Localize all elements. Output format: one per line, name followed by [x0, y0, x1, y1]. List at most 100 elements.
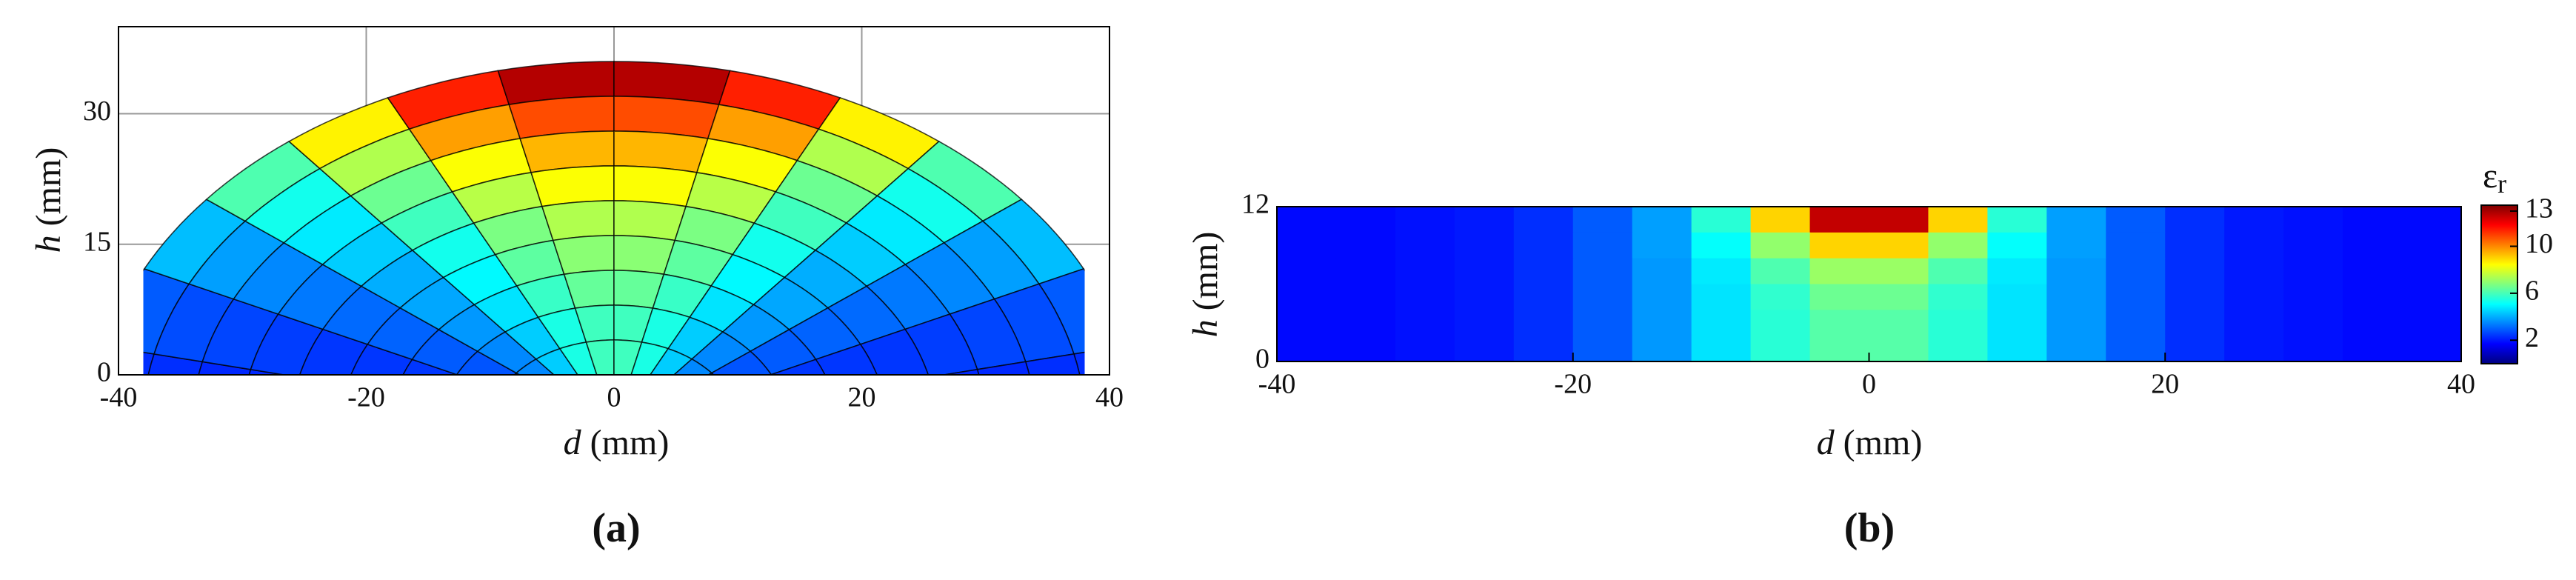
mesh-cell — [613, 339, 643, 375]
heatmap-cell — [1572, 207, 1633, 233]
panel-a: -40 -20 0 20 40 0 15 30 — [83, 26, 1124, 428]
heatmap-cell — [1335, 232, 1396, 259]
heatmap-cell — [1632, 336, 1692, 362]
heatmap-cell — [2106, 336, 2166, 362]
heatmap-cell — [1454, 232, 1515, 259]
y-tick-label: 12 — [1241, 189, 1269, 220]
heatmap-cell — [2165, 284, 2225, 311]
heatmap-cell — [1454, 310, 1515, 336]
x-tick-label: 0 — [1862, 369, 1876, 400]
heatmap-cell — [1750, 336, 1811, 362]
heatmap-cell — [1987, 310, 2048, 336]
heatmap-cell — [1395, 258, 1455, 285]
heatmap-cell — [1513, 310, 1574, 336]
mesh-cell — [881, 377, 937, 427]
mesh-cell — [493, 390, 547, 416]
mesh-cell — [585, 339, 615, 375]
heatmap-cell — [2283, 310, 2343, 336]
heatmap-cell — [1869, 258, 1929, 285]
heatmap-cell — [1513, 336, 1574, 362]
mesh-cell — [735, 401, 788, 428]
heatmap-cell — [1928, 258, 1989, 285]
heatmap-cell — [2343, 336, 2403, 362]
heatmap-cell — [1809, 258, 1870, 285]
heatmap-cell — [1513, 232, 1574, 259]
heatmap-cell — [1454, 207, 1515, 233]
heatmap-cell — [2283, 258, 2343, 285]
heatmap-cell — [2402, 310, 2462, 336]
mesh-cell — [147, 353, 204, 375]
heatmap-cell — [1572, 258, 1633, 285]
heatmap-cell — [2106, 207, 2166, 233]
y-axis-label: h (mm) — [29, 147, 68, 253]
heatmap-cell — [1335, 207, 1396, 233]
heatmap-cell — [1513, 258, 1574, 285]
heatmap-cell — [2224, 336, 2284, 362]
colorbar-tick-label: 6 — [2525, 276, 2539, 307]
heatmap-cell — [1928, 232, 1989, 259]
x-axis-label: d (mm) — [564, 423, 670, 462]
heatmap-cell — [1869, 207, 1929, 233]
heatmap-cell — [1750, 284, 1811, 311]
heatmap-cell — [2046, 207, 2107, 233]
mesh-cell — [770, 359, 826, 375]
heatmap-cell — [1750, 207, 1811, 233]
heatmap-cell — [1691, 310, 1752, 336]
heatmap-cell — [2046, 336, 2107, 362]
heatmap-cell — [1335, 336, 1396, 362]
mesh-cell — [456, 373, 460, 375]
heatmap-cell — [1987, 336, 2048, 362]
heatmap-cell — [1869, 284, 1929, 311]
heatmap-cell — [1572, 232, 1633, 259]
colorbar-tick-label: 13 — [2525, 193, 2553, 224]
heatmap-cell — [1987, 232, 2048, 259]
heatmap-cell — [2165, 336, 2225, 362]
heatmap-cell — [1691, 336, 1752, 362]
heatmap-cell — [2165, 207, 2225, 233]
heatmap-cell — [2106, 232, 2166, 259]
caption: (a) — [592, 505, 640, 551]
heatmap-cell — [2343, 310, 2403, 336]
mesh-cell — [390, 393, 444, 427]
colorbar-tick-label: 2 — [2525, 322, 2539, 353]
heatmap-cell — [1869, 232, 1929, 259]
heatmap-cell — [1277, 207, 1337, 233]
mesh-cell — [613, 200, 687, 241]
heatmap-cell — [2165, 310, 2225, 336]
heatmap-cell — [1632, 232, 1692, 259]
heatmap-cell — [1869, 310, 1929, 336]
heatmap-cell — [2165, 232, 2225, 259]
heatmap-cell — [1513, 207, 1574, 233]
heatmap-cell — [2402, 232, 2462, 259]
heatmap-cell — [1987, 284, 2048, 311]
mesh-cell — [940, 368, 980, 375]
y-tick-label: 0 — [97, 357, 111, 388]
heatmap-cell — [2402, 258, 2462, 285]
heatmap-cell — [1750, 258, 1811, 285]
heatmap-cell — [1513, 284, 1574, 311]
mesh — [143, 61, 1085, 428]
heatmap-cell — [1809, 336, 1870, 362]
heatmap-cell — [1454, 284, 1515, 311]
heatmap-cell — [1809, 284, 1870, 311]
mesh-cell — [489, 408, 541, 427]
heatmap-cell — [2224, 207, 2284, 233]
heatmap-cell — [1750, 310, 1811, 336]
mesh-cell — [1024, 353, 1081, 375]
x-tick-label: 0 — [607, 382, 621, 413]
axes-frame — [1276, 206, 2462, 362]
heatmap-cell — [1632, 258, 1692, 285]
panel-b: -40 -20 0 20 40 0 12 2 6 10 13 — [1241, 189, 2553, 400]
x-tick-label: 20 — [848, 382, 876, 413]
heatmap-cell — [2224, 284, 2284, 311]
mesh-cell — [291, 377, 347, 427]
heatmap-cell — [2402, 207, 2462, 233]
heatmap-cell — [1395, 284, 1455, 311]
heatmap-cell — [1454, 336, 1515, 362]
heatmap-cell — [1395, 232, 1455, 259]
heatmap-cell — [2343, 232, 2403, 259]
x-axis-label: d (mm) — [1817, 423, 1923, 462]
heatmap-cell — [1809, 310, 1870, 336]
heatmap-cell — [1277, 258, 1337, 285]
